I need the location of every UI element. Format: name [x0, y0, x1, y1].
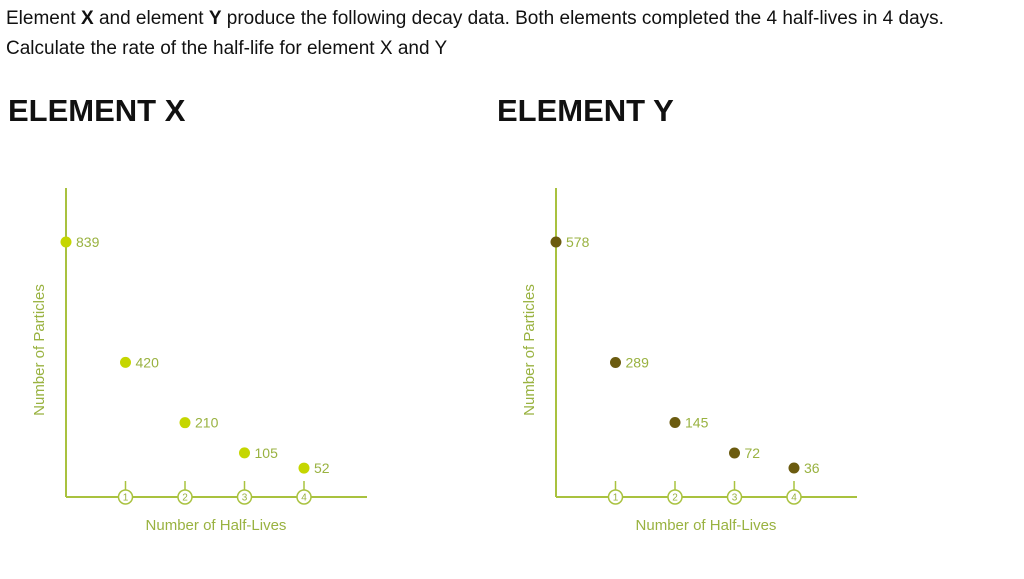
element-y-tick-circle [607, 489, 624, 505]
element-x-data-label: 420 [136, 354, 160, 370]
element-x-x-axis-title: Number of Half-Lives [146, 517, 287, 534]
element-x-data-point [179, 417, 191, 429]
element-x-tick-label: 3 [242, 493, 248, 504]
element-y-bold: Y [208, 8, 222, 29]
element-x-tick-label: 1 [123, 493, 129, 504]
element-y-data-point [669, 417, 681, 429]
element-x-data-label: 839 [76, 234, 100, 250]
element-y-data-label: 289 [626, 355, 650, 371]
element-x-tick-circle [177, 489, 193, 505]
element-y-data-point [729, 447, 740, 459]
element-y-data-label: 578 [566, 234, 590, 250]
element-y-chart: 1 2 3 4 578 289 145 72 36 Number of Half-Lives Num… [521, 188, 857, 534]
element-y-tick-circle [786, 489, 802, 505]
element-x-data-label: 52 [314, 460, 330, 476]
element-x-data-point [298, 462, 310, 474]
element-y-tick-label: 2 [672, 493, 678, 504]
element-y-data-label: 36 [804, 460, 820, 476]
element-x-tick-label: 4 [301, 493, 307, 504]
element-y-tick-circle [726, 489, 743, 505]
element-x-tick-circle [117, 489, 134, 505]
element-x-data-point [120, 356, 131, 368]
element-x-y-axis-title: Number of Particles [31, 284, 48, 416]
element-y-data-label: 145 [685, 415, 709, 431]
element-x-tick-circle [296, 489, 312, 505]
question-part-2: and element [93, 8, 209, 29]
element-x-data-point [60, 236, 72, 248]
question-part-3: produce the following decay data. Both e… [6, 8, 944, 59]
element-y-tick-circle [667, 489, 683, 505]
element-x-data-point [239, 447, 250, 459]
element-y-tick-label: 3 [732, 493, 738, 504]
question-part-1: Element [6, 8, 81, 29]
element-x-data-label: 105 [255, 445, 279, 461]
element-y-heading: ELEMENT Y [497, 93, 674, 128]
element-y-y-axis-title: Number of Particles [521, 284, 538, 416]
element-y-tick-label: 1 [613, 493, 619, 504]
element-y-data-point [550, 236, 562, 248]
question-text: Element X and element Y produce the foll… [6, 4, 1006, 64]
element-y-data-point [788, 462, 800, 474]
element-y-data-point [610, 357, 621, 368]
element-x-chart: 1 2 3 4 839 420 210 105 52 Number of Half-Lives Nu… [31, 188, 367, 534]
element-x-tick-label: 2 [182, 493, 188, 504]
element-x-heading: ELEMENT X [8, 93, 186, 128]
element-x-tick-circle [236, 489, 253, 505]
element-x-bold: X [80, 8, 94, 29]
element-y-tick-label: 4 [791, 493, 797, 504]
element-y-data-label: 72 [745, 445, 761, 461]
element-y-x-axis-title: Number of Half-Lives [636, 517, 777, 534]
element-x-data-label: 210 [195, 415, 219, 431]
